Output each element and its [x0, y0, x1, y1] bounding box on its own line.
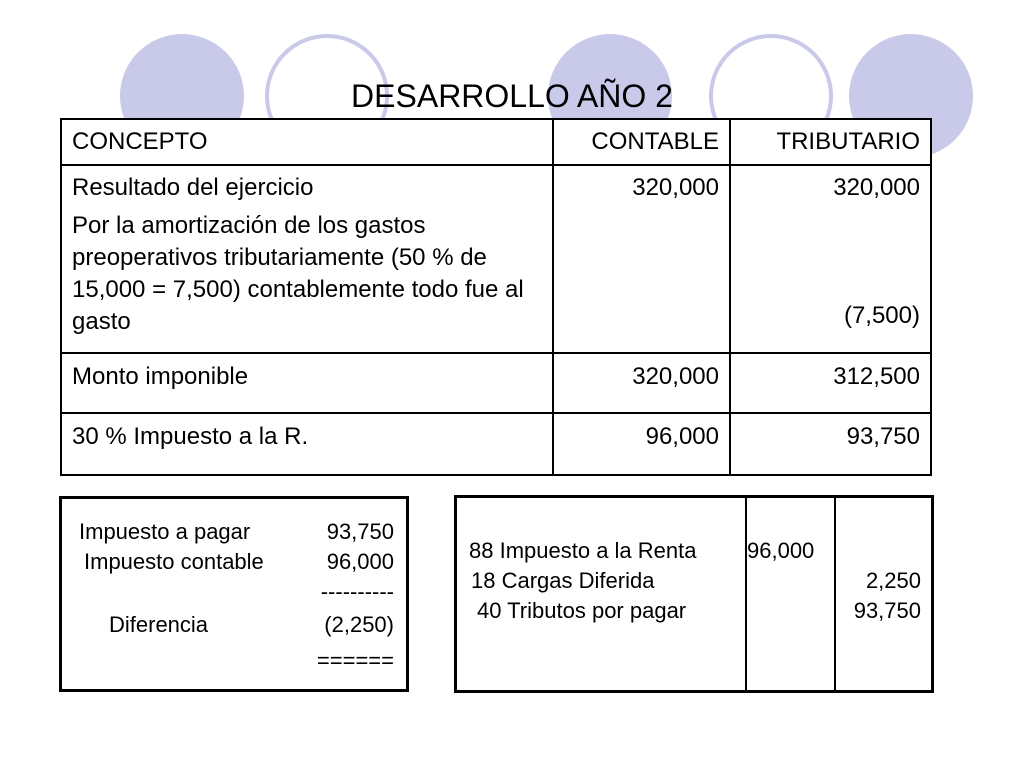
journal-entry-box: 88 Impuesto a la Renta 96,000 18 Cargas … — [454, 495, 934, 693]
journal-account: 40 Tributos por pagar — [477, 598, 687, 623]
table-row: 30 % Impuesto a la R. 96,000 93,750 — [60, 412, 932, 476]
tributario-value: 93,750 — [729, 412, 932, 476]
difference-calculation-box: Impuesto a pagar 93,750 Impuesto contabl… — [59, 496, 409, 692]
concepto-text: Resultado del ejercicio — [72, 174, 314, 201]
concepto-cell: Monto imponible — [60, 352, 554, 414]
journal-credit: 93,750 — [853, 598, 921, 623]
header-concepto: CONCEPTO — [60, 118, 554, 166]
concepto-cell: Resultado del ejercicio Por la amortizac… — [60, 164, 554, 354]
header-tributario: TRIBUTARIO — [729, 118, 932, 166]
contable-value: 320,000 — [632, 174, 719, 201]
tributario-value: 312,500 — [729, 352, 932, 414]
tributario-value: 320,000 — [833, 174, 920, 201]
concepto-text: Por la amortización de los gastos preope… — [72, 212, 524, 335]
calc-row: Diferencia (2,250) — [62, 610, 406, 640]
calc-row: ====== — [62, 646, 406, 676]
table-row: Resultado del ejercicio Por la amortizac… — [60, 164, 932, 354]
column-divider — [745, 498, 747, 690]
calc-label: Impuesto a pagar — [79, 519, 251, 544]
contable-value: 320,000 — [552, 352, 731, 414]
calc-row: Impuesto contable 96,000 — [62, 547, 406, 577]
calc-value: 96,000 — [326, 549, 394, 574]
journal-account: 88 Impuesto a la Renta — [469, 538, 697, 563]
calc-row: ---------- — [62, 577, 406, 607]
calc-row: Impuesto a pagar 93,750 — [62, 517, 406, 547]
calc-separator: ---------- — [320, 579, 394, 604]
table-header-row: CONCEPTO CONTABLE TRIBUTARIO — [60, 118, 932, 166]
journal-account: 18 Cargas Diferida — [471, 568, 655, 593]
header-contable: CONTABLE — [552, 118, 731, 166]
calc-double-rule: ====== — [316, 648, 394, 673]
calc-value: (2,250) — [324, 612, 394, 637]
journal-debit: 96,000 — [747, 538, 815, 563]
table-row: Monto imponible 320,000 312,500 — [60, 352, 932, 414]
contable-value: 96,000 — [552, 412, 731, 476]
calc-value: 93,750 — [326, 519, 394, 544]
concepto-cell: 30 % Impuesto a la R. — [60, 412, 554, 476]
calc-label: Diferencia — [109, 612, 209, 637]
column-divider — [834, 498, 836, 690]
tributario-cell: 320,000 (7,500) — [729, 164, 932, 354]
tributario-value: (7,500) — [843, 302, 920, 329]
journal-credit: 2,250 — [865, 568, 921, 593]
calc-label: Impuesto contable — [84, 549, 264, 574]
tax-reconciliation-table: CONCEPTO CONTABLE TRIBUTARIO Resultado d… — [60, 118, 932, 476]
page-title: DESARROLLO AÑO 2 — [351, 78, 673, 114]
contable-cell: 320,000 — [552, 164, 731, 354]
